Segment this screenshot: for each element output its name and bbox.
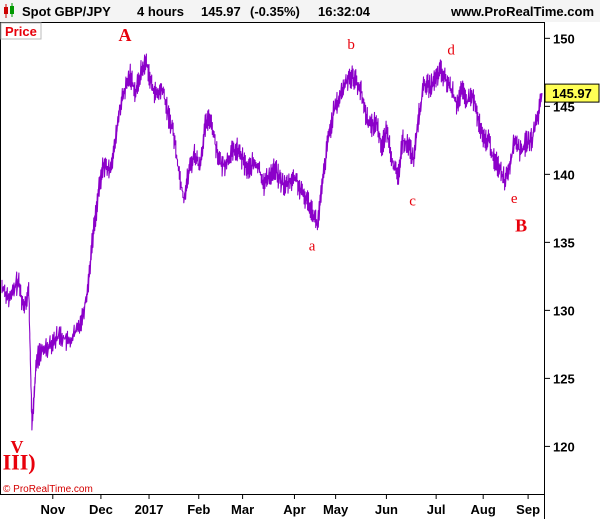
series-layer — [1, 53, 543, 431]
x-tick-label: Sep — [516, 502, 540, 517]
wave-label: a — [309, 239, 316, 255]
price-series-line — [1, 53, 543, 431]
copyright-text: © ProRealTime.com — [3, 484, 93, 495]
price-tag-label: Price — [5, 24, 37, 39]
y-tick-label: 140 — [553, 167, 575, 182]
x-tick-label: Jun — [375, 502, 398, 517]
x-tick-label: 2017 — [135, 502, 164, 517]
y-tick-label: 145 — [553, 99, 575, 114]
x-tick-label: Aug — [471, 502, 496, 517]
current-price-box — [544, 83, 600, 103]
header-timeframe: 4 hours — [137, 4, 184, 19]
y-tick-label: 125 — [553, 371, 575, 386]
wave-label: III) — [3, 450, 36, 475]
wave-label: c — [409, 194, 416, 210]
header-change: (-0.35%) — [250, 4, 300, 19]
wave-label: b — [347, 37, 355, 53]
x-tick-label: Feb — [187, 502, 210, 517]
header-symbol: Spot GBP/JPY — [22, 4, 111, 19]
y-tick-label: 135 — [553, 235, 575, 250]
current-price-label: 145.97 — [552, 86, 592, 101]
candlestick-icon — [4, 3, 14, 18]
x-tick-label: Nov — [41, 502, 66, 517]
current-price-marker: 145.97 — [544, 83, 600, 103]
wave-label: d — [447, 43, 455, 59]
wave-label: B — [515, 215, 527, 235]
header-site: www.ProRealTime.com — [450, 4, 594, 19]
y-axis: 120 125 130 135 140 145 150 — [544, 31, 575, 454]
y-tick-label: 150 — [553, 31, 575, 46]
x-tick-label: Jul — [427, 502, 446, 517]
x-axis: Nov Dec 2017 Feb Mar Apr May Jun Jul Aug Sep — [41, 494, 540, 517]
x-tick-label: Dec — [89, 502, 113, 517]
wave-label: A — [118, 25, 131, 45]
y-tick-label: 130 — [553, 303, 575, 318]
x-tick-label: May — [323, 502, 349, 517]
header-background — [0, 0, 600, 22]
x-tick-label: Apr — [283, 502, 305, 517]
wave-label: V — [10, 437, 23, 457]
y-tick-label: 120 — [553, 439, 575, 454]
x-tick-label: Mar — [231, 502, 254, 517]
wave-label: e — [511, 191, 518, 207]
header-last-price: 145.97 — [201, 4, 241, 19]
price-tag: Price — [0, 22, 42, 40]
header-time: 16:32:04 — [318, 4, 371, 19]
header-bar: Spot GBP/JPY 4 hours 145.97 (-0.35%) 16:… — [0, 0, 600, 22]
